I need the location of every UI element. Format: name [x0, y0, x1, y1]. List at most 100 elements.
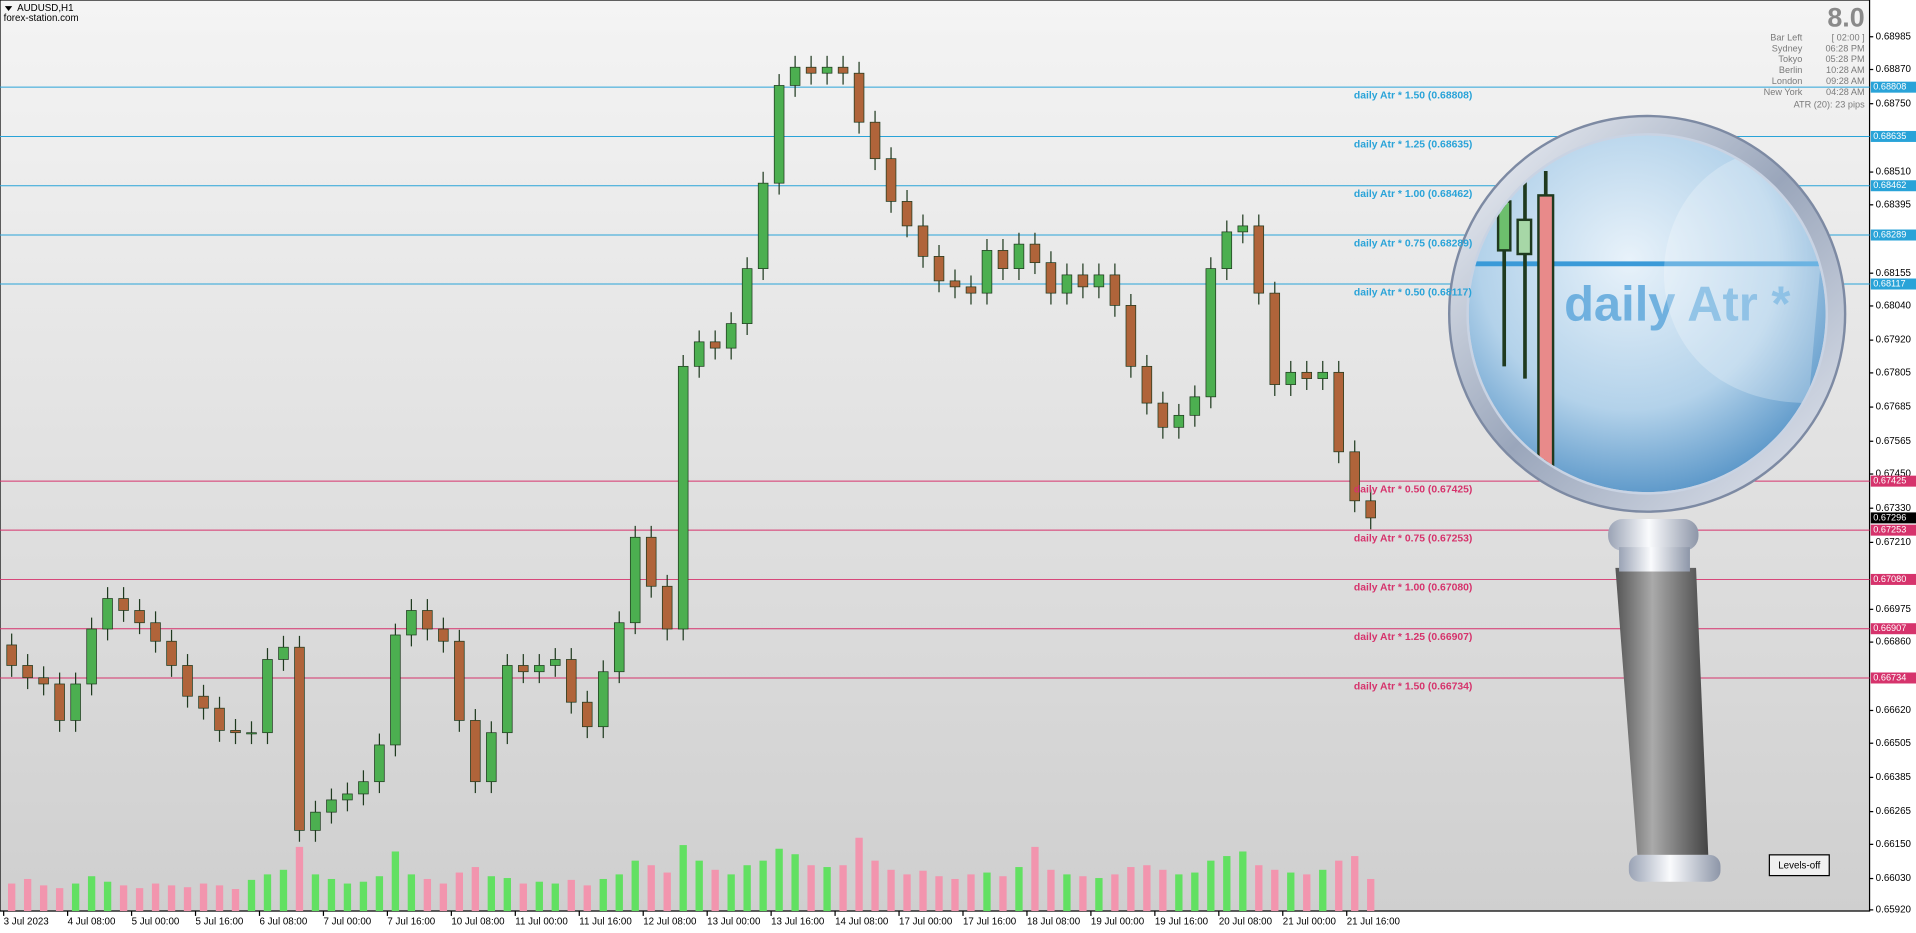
volume-bar — [183, 887, 192, 912]
candle-body — [294, 646, 305, 831]
candle-body — [965, 286, 977, 294]
magnifier-lens — [1468, 135, 1826, 493]
x-tick-label: 5 Jul 00:00 — [132, 917, 180, 928]
candle-body — [1077, 274, 1089, 288]
candle-body — [38, 677, 49, 685]
menu-arrow — [4, 6, 13, 11]
volume-bar — [119, 885, 128, 912]
info-label: London — [1772, 76, 1803, 86]
candle-body — [1109, 274, 1121, 306]
level-tag-label: 0.67080 — [1873, 574, 1906, 584]
level-label: daily Atr * 0.50 (0.67425) — [1354, 484, 1472, 495]
level-label: daily Atr * 0.75 (0.68289) — [1354, 238, 1472, 249]
candle-body — [885, 158, 897, 202]
info-label: Tokyo — [1778, 54, 1802, 64]
info-value: 04:28 AM — [1826, 87, 1865, 97]
x-tick-label: 14 Jul 08:00 — [835, 917, 889, 928]
site: forex-station.com — [4, 13, 79, 24]
y-tick-label: 0.67685 — [1876, 402, 1912, 413]
candle-body — [1301, 371, 1313, 379]
y-tick-label: 0.66860 — [1876, 637, 1912, 648]
candle-body — [534, 665, 545, 673]
level-tag — [1870, 623, 1916, 635]
volume-bar — [599, 878, 607, 912]
volume-bar — [103, 881, 112, 912]
volume-bar — [839, 865, 847, 912]
candle-body — [406, 610, 417, 636]
candle-body — [134, 610, 145, 624]
candle-body — [1285, 371, 1297, 385]
y-tick-label: 0.68510 — [1876, 167, 1912, 178]
level-tag-label: 0.67253 — [1873, 525, 1906, 535]
level-label: daily Atr * 0.50 (0.68117) — [1354, 287, 1472, 298]
candle-body — [1141, 365, 1153, 404]
level-tag-label: 0.68117 — [1873, 278, 1905, 288]
candle-body — [1237, 225, 1249, 233]
volume-bar — [503, 878, 511, 912]
candle-body — [677, 365, 689, 630]
level-label: daily Atr * 1.50 (0.66734) — [1354, 681, 1472, 692]
volume-bar — [1287, 872, 1295, 912]
info-value: 06:28 PM — [1825, 43, 1864, 53]
candle-body — [246, 732, 257, 735]
level-tag-label: 0.68635 — [1873, 131, 1906, 141]
candle-body — [901, 201, 913, 227]
candle-body — [1061, 274, 1073, 294]
candle-body — [725, 323, 737, 349]
candle-body — [1157, 402, 1169, 428]
candle-body — [1269, 292, 1281, 385]
candle-body — [214, 707, 225, 731]
candle-body — [1093, 274, 1105, 288]
candle-body — [310, 811, 321, 831]
candle-body — [518, 665, 529, 673]
y-tick-label: 0.68155 — [1876, 268, 1912, 279]
levels-off-button[interactable] — [1768, 854, 1830, 877]
level-tag — [1870, 180, 1916, 192]
level-tag — [1870, 130, 1916, 142]
level-tag-label: 0.68808 — [1873, 82, 1906, 92]
candle-body — [1317, 371, 1329, 379]
y-tick-label: 0.66620 — [1876, 705, 1912, 716]
level-tag — [1870, 81, 1916, 93]
candle-body — [1365, 500, 1376, 519]
candle-body — [1045, 262, 1057, 294]
volume-bar — [1335, 860, 1343, 912]
candle-body — [230, 730, 241, 734]
candle-body — [22, 665, 33, 679]
y-tick-label: 0.66385 — [1876, 772, 1912, 783]
y-tick-label: 0.67805 — [1876, 367, 1912, 378]
volume-bar — [375, 876, 384, 912]
x-tick-label: 11 Jul 00:00 — [515, 917, 568, 928]
level-tag-label: 0.67425 — [1873, 476, 1906, 486]
volume-bar — [359, 881, 368, 912]
levels-off-label[interactable]: Levels-off — [1778, 860, 1820, 871]
volume-bar — [327, 878, 336, 912]
level-tag — [1870, 229, 1916, 241]
info-label: New York — [1764, 87, 1803, 97]
level-label: daily Atr * 1.00 (0.68462) — [1354, 189, 1472, 200]
magnified-candle — [1537, 194, 1555, 490]
candle-body — [1349, 451, 1360, 502]
volume-bar — [1111, 874, 1119, 912]
y-tick-label: 0.68750 — [1876, 98, 1912, 109]
x-tick-label: 7 Jul 00:00 — [323, 917, 371, 928]
volume-bar — [1367, 878, 1375, 912]
volume-bar — [39, 885, 48, 912]
y-tick-label: 0.68040 — [1876, 301, 1912, 312]
info-value: [ 02:00 ] — [1832, 32, 1865, 42]
x-tick-label: 21 Jul 16:00 — [1347, 917, 1401, 928]
candle-body — [1333, 371, 1344, 453]
volume-bar — [231, 889, 240, 912]
candle-body — [709, 341, 721, 349]
volume-bar — [535, 881, 543, 912]
volume-bar — [215, 885, 224, 912]
volume-bar — [887, 869, 895, 912]
magnifier: daily Atr * — [1447, 114, 1847, 882]
candle-body — [262, 659, 273, 734]
volume-bar — [1079, 876, 1087, 912]
candle-body — [629, 536, 641, 624]
x-tick-label: 19 Jul 00:00 — [1091, 917, 1145, 928]
candle-body — [358, 781, 369, 795]
candle-body — [597, 671, 609, 728]
candle-body — [1125, 305, 1137, 367]
